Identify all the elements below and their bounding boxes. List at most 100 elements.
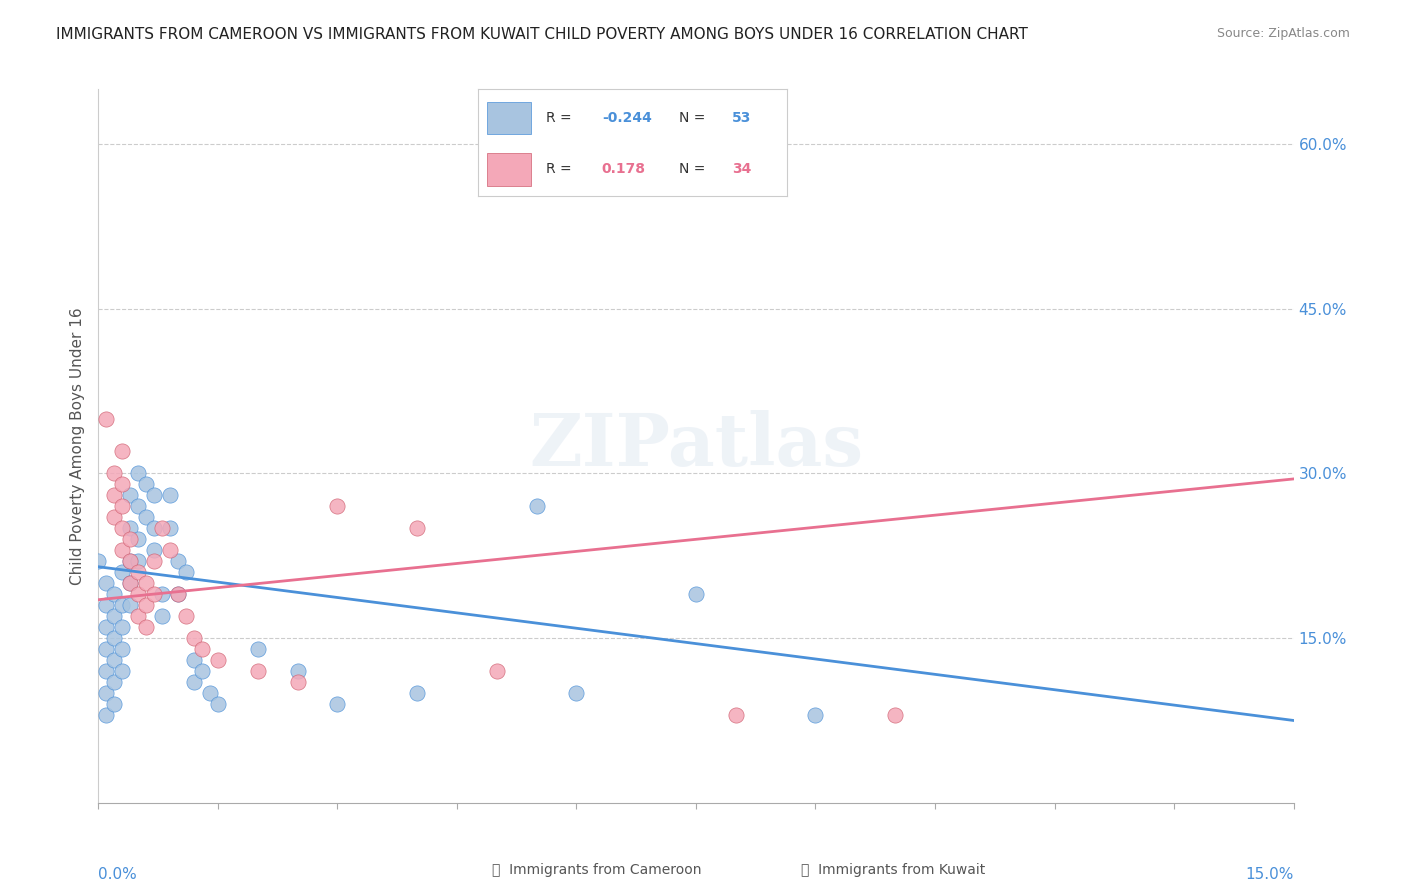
Point xyxy=(111,566,134,580)
Point xyxy=(120,576,142,591)
Point xyxy=(96,642,118,657)
Point xyxy=(111,642,134,657)
Point xyxy=(103,675,125,690)
Point xyxy=(103,488,125,502)
Point xyxy=(135,477,157,491)
Point xyxy=(120,488,142,502)
Point xyxy=(565,686,588,700)
Point xyxy=(103,697,125,711)
Point xyxy=(246,642,269,657)
Point xyxy=(111,598,134,612)
Point xyxy=(103,587,125,601)
Point xyxy=(198,686,221,700)
Point xyxy=(159,543,181,558)
Text: 0.0%: 0.0% xyxy=(98,867,138,882)
Point xyxy=(127,554,149,568)
Point xyxy=(96,576,118,591)
Point xyxy=(120,598,142,612)
Point xyxy=(87,554,110,568)
Point xyxy=(111,543,134,558)
Point xyxy=(326,500,349,514)
Point xyxy=(111,477,134,491)
Text: 0.178: 0.178 xyxy=(602,162,645,177)
Point xyxy=(246,664,269,678)
Point xyxy=(150,521,173,535)
FancyBboxPatch shape xyxy=(488,153,530,186)
Point xyxy=(127,566,149,580)
Point xyxy=(143,587,166,601)
Text: N =: N = xyxy=(679,162,710,177)
Text: N =: N = xyxy=(679,112,710,125)
FancyBboxPatch shape xyxy=(488,102,530,134)
Point xyxy=(183,631,205,645)
Text: 34: 34 xyxy=(731,162,751,177)
Point xyxy=(103,609,125,624)
Point xyxy=(96,620,118,634)
Point xyxy=(127,533,149,547)
Point xyxy=(120,576,142,591)
Point xyxy=(120,554,142,568)
Text: 🔵  Immigrants from Cameroon: 🔵 Immigrants from Cameroon xyxy=(492,863,702,877)
Point xyxy=(724,708,747,723)
Point xyxy=(143,543,166,558)
Point xyxy=(406,521,429,535)
Point xyxy=(174,609,197,624)
Point xyxy=(111,664,134,678)
Point xyxy=(127,587,149,601)
Point xyxy=(127,500,149,514)
Point xyxy=(167,554,190,568)
Point xyxy=(120,554,142,568)
Text: 53: 53 xyxy=(731,112,751,125)
Point xyxy=(127,609,149,624)
Point xyxy=(135,598,157,612)
Point xyxy=(143,488,166,502)
Text: R =: R = xyxy=(546,112,576,125)
Point xyxy=(103,631,125,645)
Point xyxy=(135,510,157,524)
Point xyxy=(150,609,173,624)
Point xyxy=(96,664,118,678)
Point xyxy=(96,686,118,700)
Point xyxy=(127,467,149,481)
Text: 🔴  Immigrants from Kuwait: 🔴 Immigrants from Kuwait xyxy=(801,863,986,877)
Point xyxy=(103,467,125,481)
Point xyxy=(167,587,190,601)
Point xyxy=(159,521,181,535)
Point xyxy=(191,664,214,678)
Text: R =: R = xyxy=(546,162,576,177)
Point xyxy=(96,598,118,612)
Point xyxy=(804,708,827,723)
Point xyxy=(111,500,134,514)
Point xyxy=(143,521,166,535)
Point xyxy=(111,521,134,535)
Point xyxy=(111,620,134,634)
Point xyxy=(135,576,157,591)
Point xyxy=(159,488,181,502)
Point xyxy=(120,533,142,547)
Point xyxy=(207,697,229,711)
Point xyxy=(287,675,309,690)
Point xyxy=(103,510,125,524)
Text: ZIPatlas: ZIPatlas xyxy=(529,410,863,482)
Point xyxy=(96,411,118,425)
Point xyxy=(143,554,166,568)
Text: IMMIGRANTS FROM CAMEROON VS IMMIGRANTS FROM KUWAIT CHILD POVERTY AMONG BOYS UNDE: IMMIGRANTS FROM CAMEROON VS IMMIGRANTS F… xyxy=(56,27,1028,42)
Point xyxy=(485,664,508,678)
Point xyxy=(183,653,205,667)
Point xyxy=(326,697,349,711)
Text: 15.0%: 15.0% xyxy=(1246,867,1294,882)
Point xyxy=(406,686,429,700)
Point xyxy=(526,500,548,514)
Point xyxy=(183,675,205,690)
Point xyxy=(103,653,125,667)
Point xyxy=(111,444,134,458)
Point xyxy=(191,642,214,657)
Point xyxy=(150,587,173,601)
Point xyxy=(207,653,229,667)
Point xyxy=(135,620,157,634)
Text: Source: ZipAtlas.com: Source: ZipAtlas.com xyxy=(1216,27,1350,40)
Point xyxy=(685,587,707,601)
Point xyxy=(287,664,309,678)
Point xyxy=(167,587,190,601)
Text: -0.244: -0.244 xyxy=(602,112,651,125)
